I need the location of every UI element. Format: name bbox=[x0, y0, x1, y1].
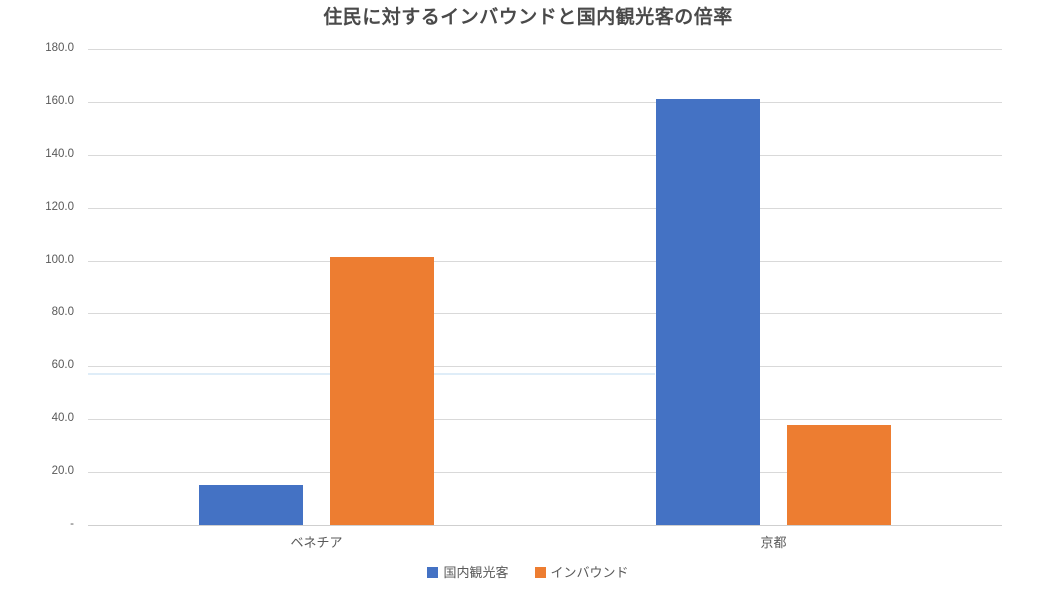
legend-label: 国内観光客 bbox=[443, 565, 509, 580]
x-axis-line bbox=[88, 525, 1002, 526]
y-axis-tick-label: 120.0 bbox=[45, 200, 74, 213]
bar bbox=[656, 99, 760, 525]
gridline bbox=[88, 260, 1002, 262]
y-axis-tick-label: 20.0 bbox=[51, 465, 74, 478]
y-axis-tick-label: - bbox=[70, 518, 74, 530]
chart-title: 住民に対するインバウンドと国内観光客の倍率 bbox=[323, 7, 733, 28]
gridline bbox=[88, 101, 1002, 103]
y-axis-tick-label: 100.0 bbox=[45, 253, 74, 266]
legend-item: インバウンド bbox=[534, 565, 629, 580]
legend: 国内観光客 インバウンド bbox=[0, 566, 1056, 579]
y-axis-tick-label: 60.0 bbox=[51, 359, 74, 372]
gridline bbox=[88, 154, 1002, 156]
bar bbox=[787, 424, 891, 525]
gridline bbox=[88, 207, 1002, 209]
gridline bbox=[88, 419, 1002, 421]
x-axis-category-label: ベネチア bbox=[290, 535, 343, 550]
legend-marker-icon bbox=[427, 567, 439, 578]
bar bbox=[199, 485, 303, 525]
y-axis-tick-label: 160.0 bbox=[45, 94, 74, 107]
x-axis-category-label: 京都 bbox=[760, 535, 787, 550]
gridline bbox=[88, 313, 1002, 315]
y-axis-tick-label: 180.0 bbox=[45, 42, 74, 54]
y-axis-tick-label: 140.0 bbox=[45, 147, 74, 160]
legend-label: インバウンド bbox=[550, 565, 629, 580]
gridline bbox=[88, 49, 1002, 50]
gridline bbox=[88, 472, 1002, 474]
gridline bbox=[88, 366, 1002, 368]
y-axis-tick-label: 40.0 bbox=[51, 412, 74, 425]
legend-item: 国内観光客 bbox=[427, 565, 509, 580]
bar bbox=[330, 256, 434, 525]
legend-marker-icon bbox=[534, 567, 546, 578]
y-axis-tick-label: 80.0 bbox=[51, 306, 74, 319]
